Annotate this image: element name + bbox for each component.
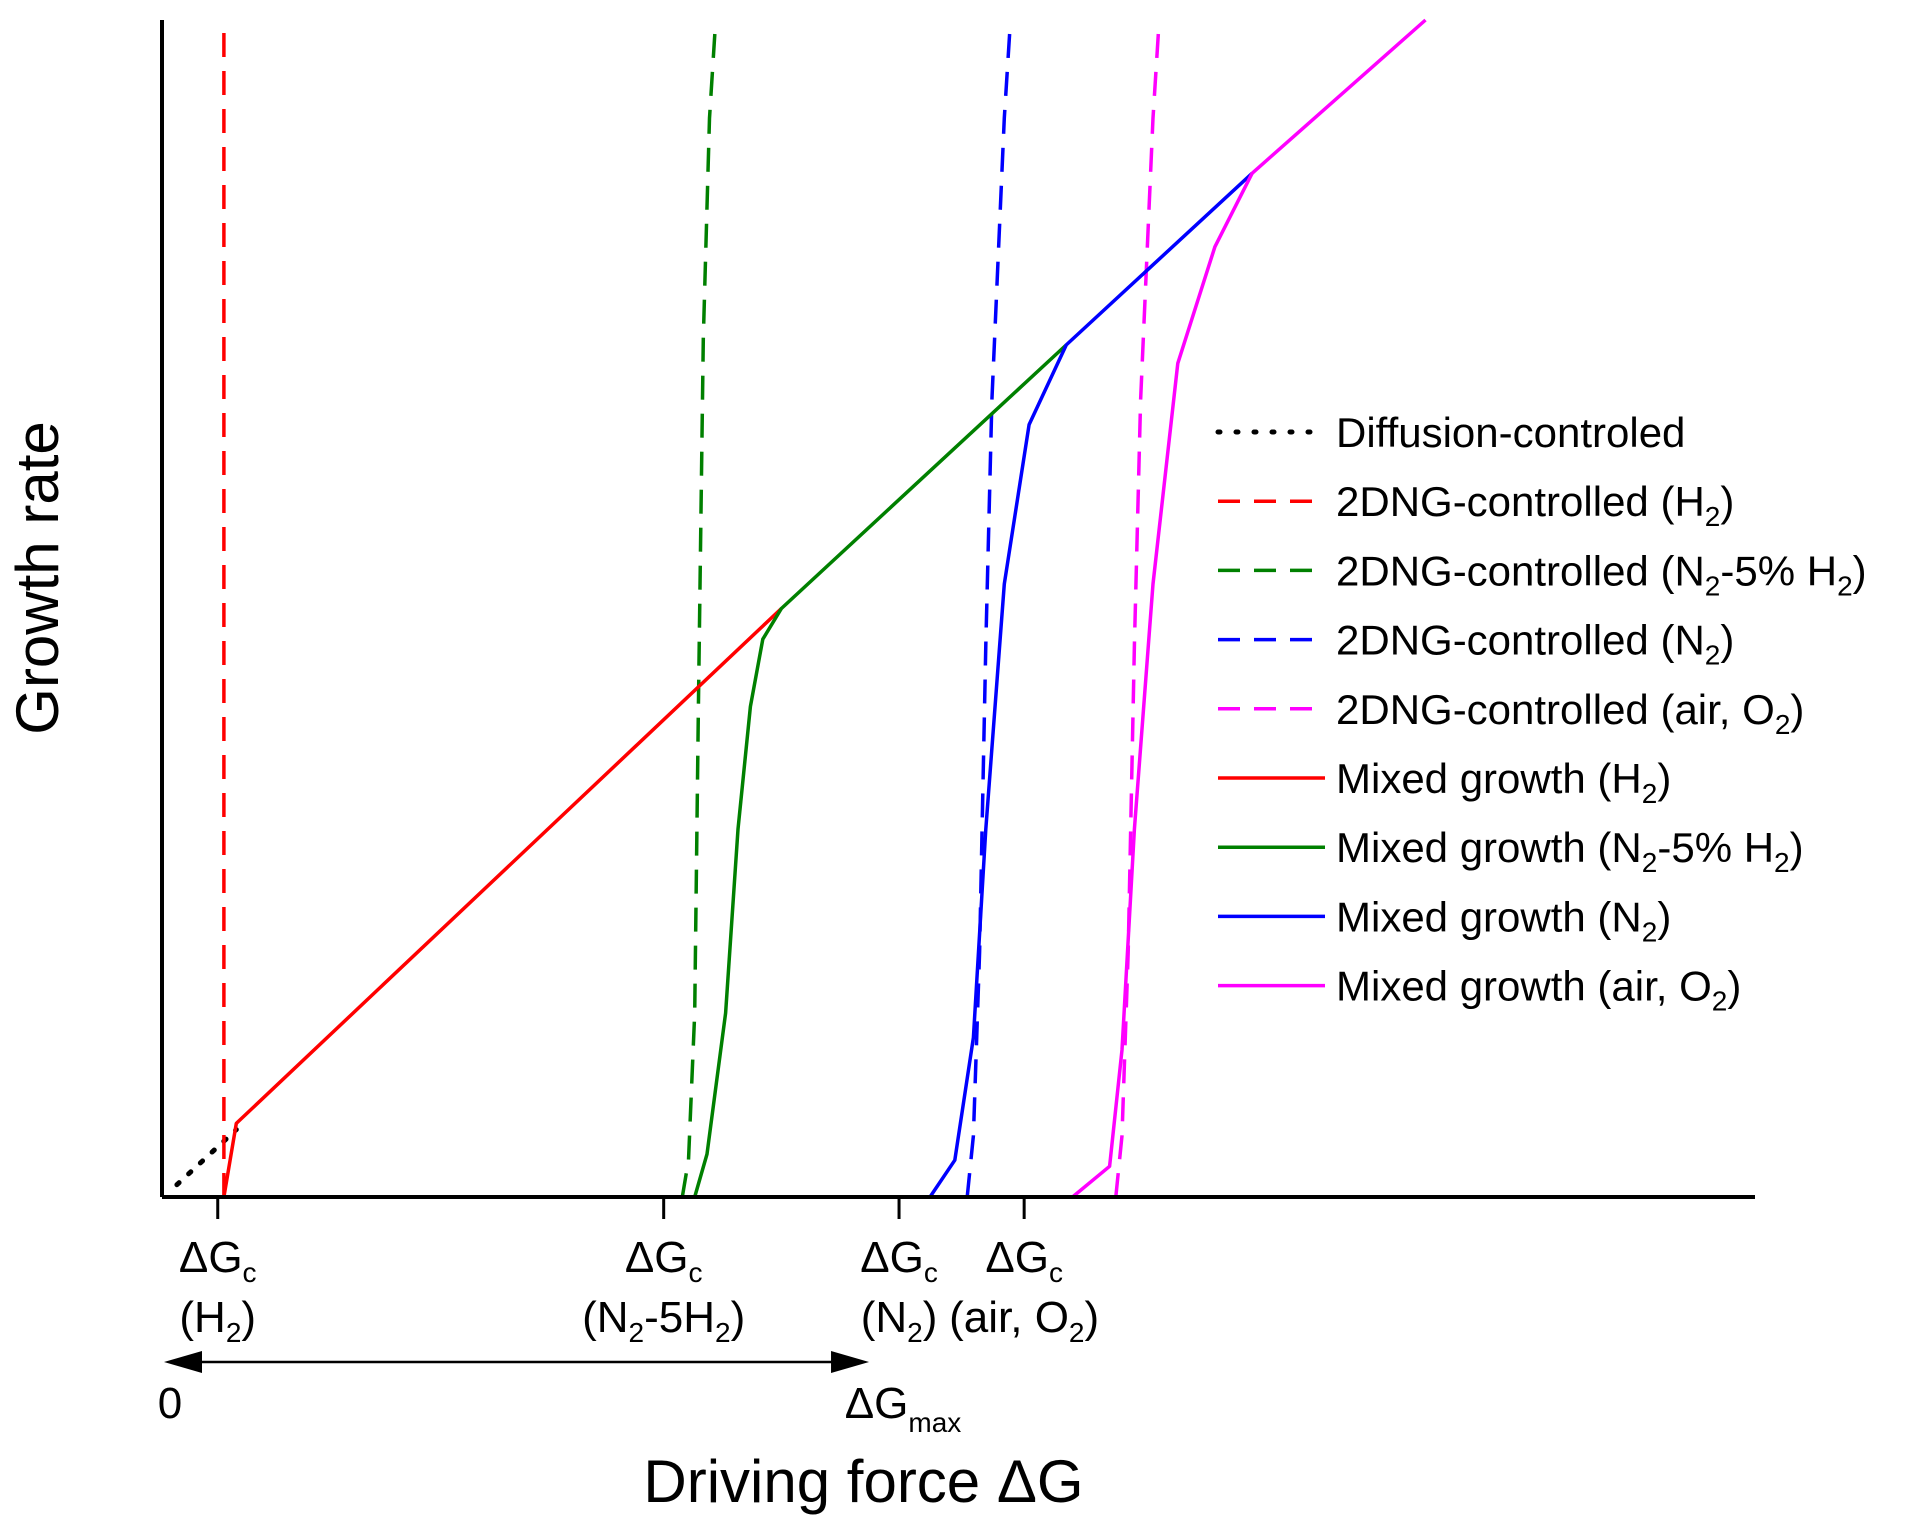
series-line-mixed-growth-n bbox=[928, 172, 1254, 1198]
legend-label: Mixed growth (air, O2) bbox=[1336, 963, 1741, 1017]
range-arrow-right-head bbox=[831, 1351, 870, 1373]
series-line-2dng-controlled-n bbox=[965, 19, 1013, 1198]
range-annotation: 0 ΔGmax bbox=[158, 1351, 962, 1438]
plot-lines bbox=[174, 18, 1427, 1199]
legend-label: 2DNG-controlled (N2) bbox=[1336, 617, 1734, 671]
legend-label: 2DNG-controlled (N2-5% H2) bbox=[1336, 547, 1867, 601]
y-axis-title: Growth rate bbox=[4, 421, 71, 734]
legend-label: Mixed growth (N2) bbox=[1336, 893, 1671, 947]
legend-item-2dng-controlled-n-5-h: 2DNG-controlled (N2-5% H2) bbox=[1218, 547, 1867, 601]
legend-item-mixed-growth-h: Mixed growth (H2) bbox=[1218, 755, 1671, 809]
x-tick-label: ΔGc bbox=[985, 1233, 1063, 1288]
range-end-label: ΔGmax bbox=[845, 1379, 962, 1438]
series-line-mixed-growth-h bbox=[222, 607, 783, 1198]
legend-item-2dng-controlled-n: 2DNG-controlled (N2) bbox=[1218, 617, 1734, 671]
series-line-mixed-growth-air-o bbox=[1071, 18, 1427, 1199]
series-line-2dng-controlled-air-o bbox=[1114, 19, 1161, 1198]
series-line-2dng-controlled-n-5-h bbox=[680, 19, 718, 1198]
legend-label: Diffusion-controled bbox=[1336, 409, 1685, 456]
legend-label: Mixed growth (H2) bbox=[1336, 755, 1671, 809]
x-ticks: ΔGc(H2)ΔGc(N2-5H2)ΔGc(N2)ΔGc(air, O2) bbox=[179, 1197, 1099, 1348]
legend-item-mixed-growth-n-5-h: Mixed growth (N2-5% H2) bbox=[1218, 824, 1804, 878]
x-axis-title: Driving force ΔG bbox=[643, 1448, 1083, 1515]
legend-item-mixed-growth-air-o: Mixed growth (air, O2) bbox=[1218, 963, 1741, 1017]
range-arrow-left-head bbox=[164, 1351, 202, 1373]
legend: Diffusion-controled 2DNG-controlled (H2) 2… bbox=[1215, 409, 1867, 1017]
legend-item-diffusion-controled: Diffusion-controled bbox=[1215, 409, 1685, 456]
range-start-label: 0 bbox=[158, 1379, 182, 1428]
x-tick-label: ΔGc bbox=[860, 1233, 938, 1288]
legend-item-2dng-controlled-air-o: 2DNG-controlled (air, O2) bbox=[1218, 686, 1804, 740]
legend-label: 2DNG-controlled (H2) bbox=[1336, 478, 1734, 532]
legend-item-2dng-controlled-h: 2DNG-controlled (H2) bbox=[1218, 478, 1734, 532]
x-tick-label: ΔGc bbox=[179, 1233, 257, 1288]
series-line-mixed-growth-n-5-h bbox=[693, 343, 1068, 1198]
x-tick-note: (H2) bbox=[179, 1293, 256, 1348]
x-tick-note: (N2-5H2) bbox=[582, 1293, 745, 1348]
series-line-diffusion-controled bbox=[174, 1127, 239, 1188]
x-tick-label: ΔGc bbox=[625, 1233, 703, 1288]
x-tick-note: (N2) bbox=[861, 1293, 938, 1348]
legend-item-mixed-growth-n: Mixed growth (N2) bbox=[1218, 893, 1671, 947]
legend-label: 2DNG-controlled (air, O2) bbox=[1336, 686, 1804, 740]
x-tick-note: (air, O2) bbox=[949, 1293, 1099, 1348]
legend-label: Mixed growth (N2-5% H2) bbox=[1336, 824, 1804, 878]
